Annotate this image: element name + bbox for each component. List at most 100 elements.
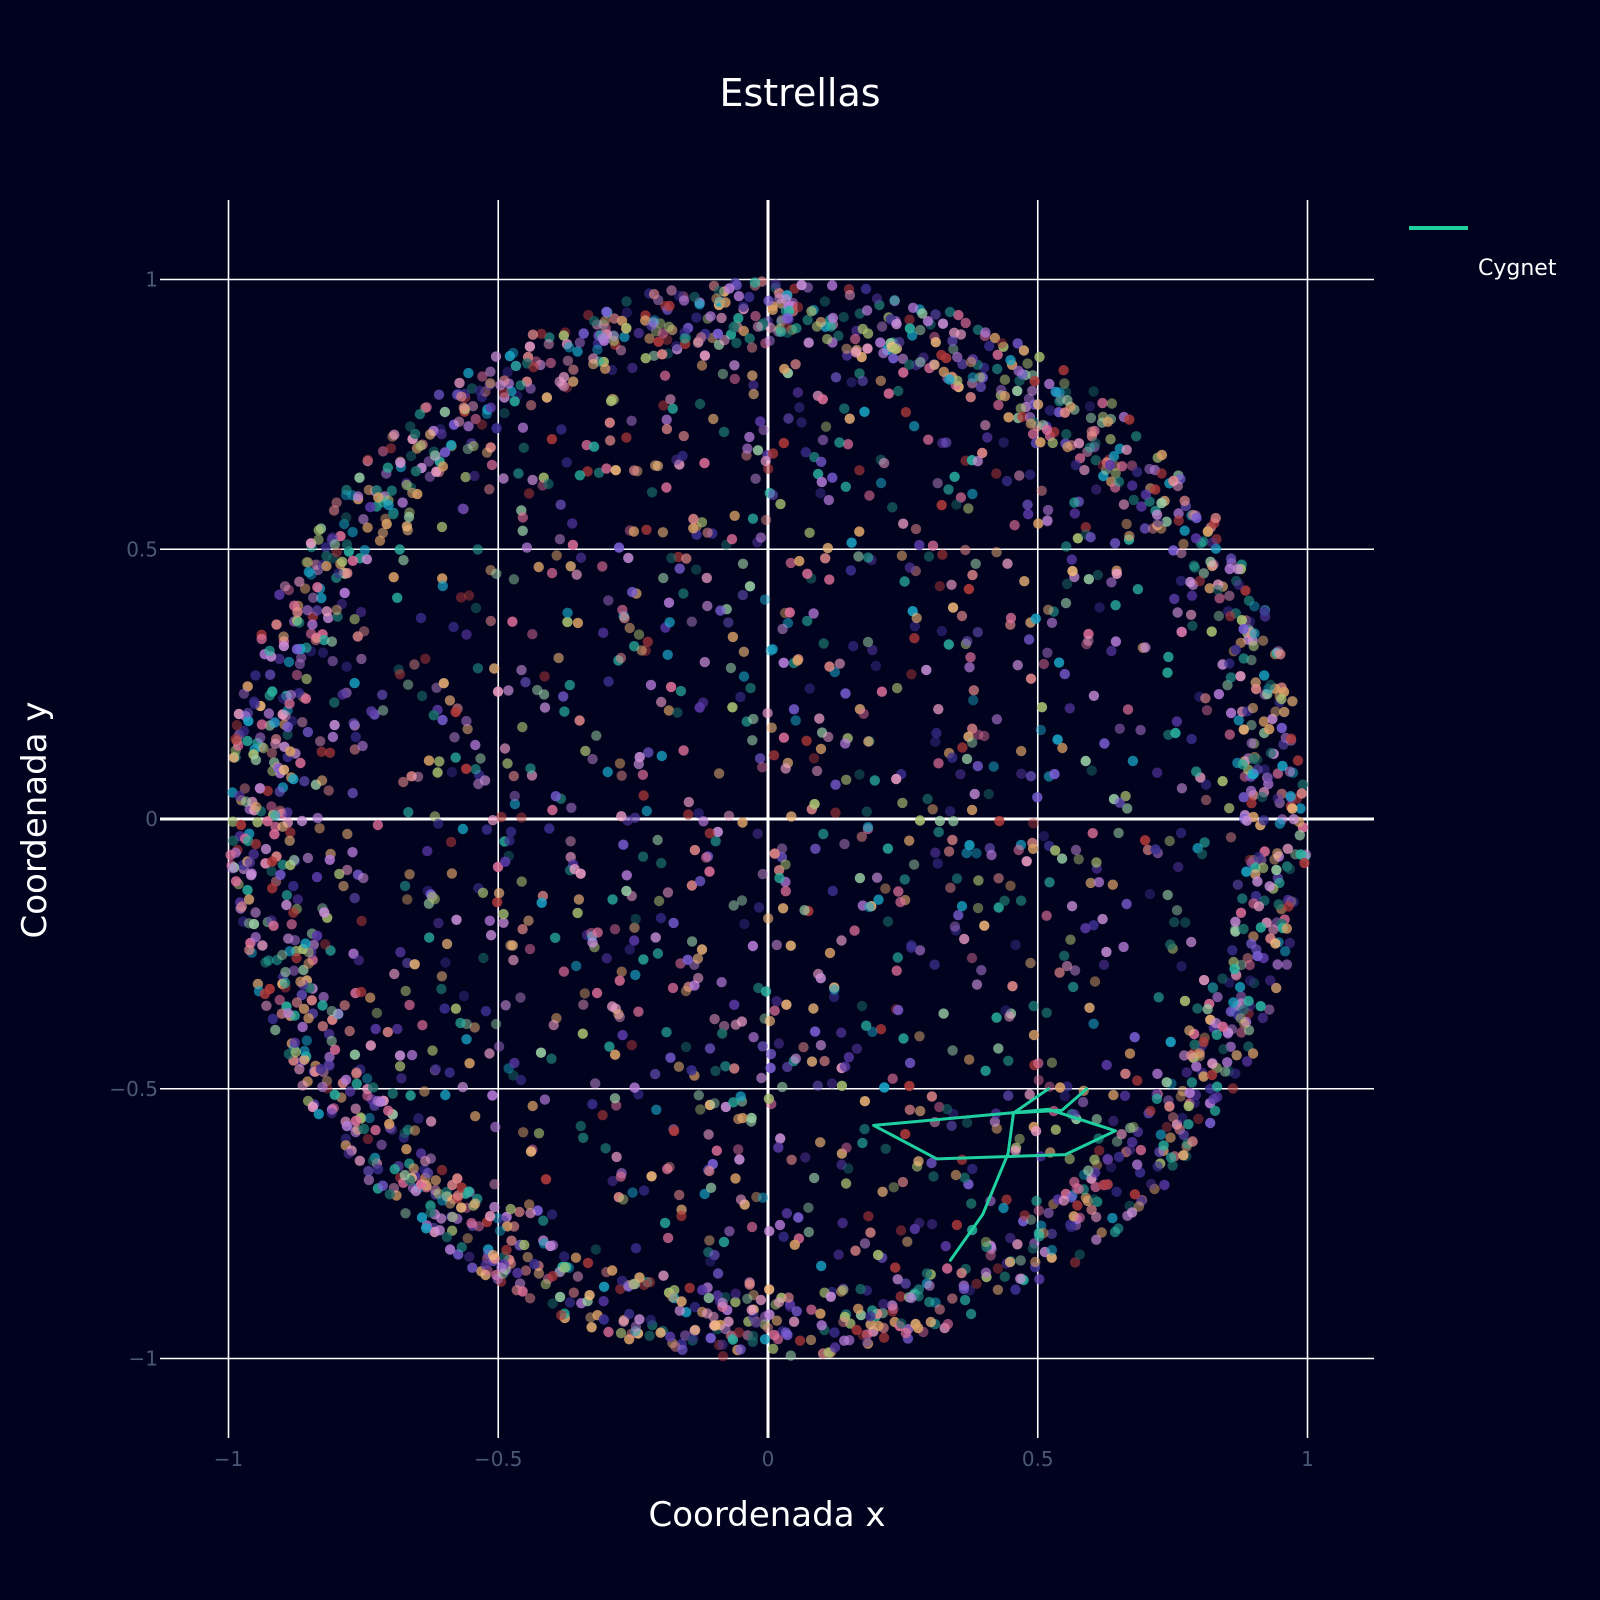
star-point [288, 907, 299, 918]
star-point [992, 1263, 1004, 1274]
star-point [893, 385, 904, 397]
star-point [1252, 764, 1263, 775]
star-point [1230, 644, 1242, 655]
star-point [326, 1035, 337, 1047]
star-point [664, 300, 675, 312]
star-point [960, 317, 971, 329]
star-point [311, 930, 323, 941]
star-point [1167, 1160, 1178, 1171]
star-point [1225, 832, 1237, 843]
star-point [735, 691, 746, 703]
star-point [575, 552, 587, 563]
star-point [744, 431, 755, 443]
star-point [1101, 1059, 1112, 1071]
star-point [1225, 611, 1236, 622]
star-point [961, 1117, 973, 1129]
star-point [508, 347, 519, 359]
star-point [1165, 1152, 1177, 1163]
star-point [1129, 1032, 1140, 1043]
star-point [785, 1350, 796, 1361]
star-point [1059, 378, 1070, 389]
star-point [662, 649, 673, 660]
star-point [856, 1000, 868, 1012]
star-point [1172, 480, 1184, 492]
star-point [1038, 658, 1050, 670]
star-point [1064, 1153, 1075, 1165]
star-point [547, 804, 558, 816]
star-point [777, 1081, 788, 1093]
star-point [857, 375, 868, 387]
star-point [524, 341, 536, 352]
star-point [674, 1189, 685, 1201]
star-point [540, 1174, 552, 1185]
star-point [608, 394, 620, 405]
star-point [760, 514, 772, 526]
star-point [917, 308, 928, 319]
star-point [768, 750, 780, 761]
star-point [873, 894, 884, 905]
star-point [1218, 1044, 1229, 1055]
star-point [327, 731, 339, 743]
star-point [1171, 716, 1183, 727]
star-point [777, 623, 788, 635]
star-point [902, 1236, 913, 1247]
star-point [668, 1125, 680, 1137]
star-point [859, 406, 870, 417]
star-point [451, 914, 462, 925]
star-point [410, 466, 422, 477]
star-point [389, 1164, 400, 1175]
star-point [961, 753, 973, 765]
star-point [930, 847, 941, 858]
star-point [252, 817, 263, 828]
star-point [1237, 759, 1248, 770]
star-point [900, 1278, 911, 1289]
star-point [926, 1218, 938, 1230]
star-point [896, 1318, 907, 1329]
star-point [626, 415, 637, 426]
star-point [590, 1244, 601, 1255]
legend[interactable]: Cygnet [1409, 226, 1557, 281]
star-point [1238, 1004, 1250, 1015]
star-point [1208, 559, 1219, 570]
star-point [656, 750, 667, 762]
star-point [646, 487, 658, 498]
star-point [780, 886, 791, 897]
star-point [966, 952, 978, 964]
star-point [811, 321, 823, 332]
x-tick-label: 0 [762, 1447, 775, 1471]
star-point [1023, 393, 1035, 404]
star-point [767, 448, 779, 459]
star-point [605, 435, 616, 446]
star-point [773, 1038, 785, 1049]
star-point [877, 1186, 888, 1198]
star-point [976, 965, 987, 976]
star-point [854, 769, 865, 780]
star-point [546, 567, 558, 579]
star-point [433, 818, 444, 829]
star-point [447, 1211, 458, 1223]
star-point [604, 1041, 615, 1052]
star-point [790, 1053, 801, 1064]
star-point [339, 587, 350, 599]
star-point [282, 729, 293, 740]
star-point [242, 884, 253, 896]
star-point [951, 1219, 963, 1231]
star-point [256, 633, 267, 645]
star-point [695, 332, 707, 343]
star-point [682, 954, 693, 965]
star-point [1252, 876, 1263, 887]
star-point [1110, 468, 1121, 479]
star-point [760, 1311, 771, 1322]
star-point [906, 942, 917, 953]
star-point [470, 602, 482, 614]
star-point [934, 1304, 945, 1315]
star-point [664, 1331, 676, 1342]
star-point [665, 394, 676, 405]
star-point [498, 917, 509, 928]
star-point [1111, 1186, 1122, 1198]
star-point [584, 1290, 595, 1301]
star-point [1098, 1179, 1109, 1191]
star-point [461, 1034, 472, 1045]
star-point [1236, 615, 1248, 626]
star-point [897, 1176, 909, 1188]
